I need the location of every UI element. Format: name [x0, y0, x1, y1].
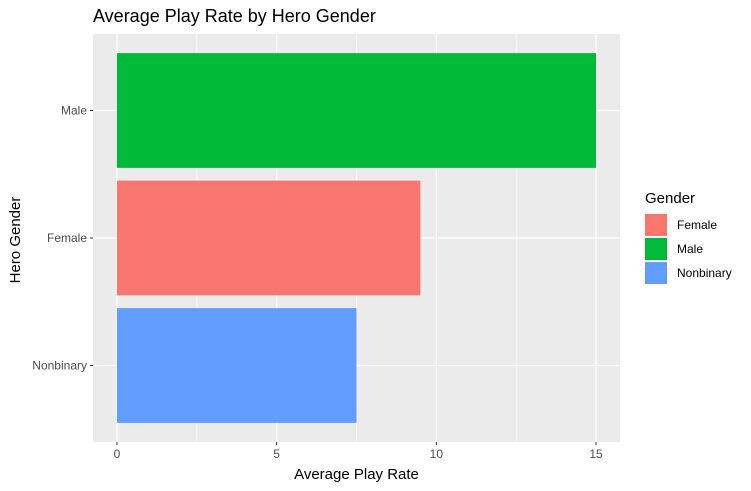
y-tick-label: Nonbinary — [32, 359, 87, 373]
x-axis-title: Average Play Rate — [294, 466, 419, 483]
legend-swatch-nonbinary — [645, 262, 667, 284]
legend-title: Gender — [645, 190, 695, 207]
legend-swatch-female — [645, 214, 667, 236]
y-tick-label: Female — [47, 231, 87, 245]
bar-female — [116, 180, 421, 296]
x-tick-label: 5 — [273, 447, 280, 461]
legend-label: Female — [677, 218, 717, 232]
chart-title: Average Play Rate by Hero Gender — [93, 6, 376, 26]
legend: Gender Female Male Nonbinary — [645, 190, 732, 284]
y-tick-label: Male — [61, 104, 87, 118]
x-tick-label: 10 — [430, 447, 444, 461]
y-axis: Male Female Nonbinary — [32, 104, 93, 373]
x-tick-label: 15 — [589, 447, 603, 461]
bar-nonbinary — [116, 308, 357, 423]
bars — [116, 53, 597, 423]
legend-label: Nonbinary — [677, 266, 732, 280]
legend-swatch-male — [645, 238, 667, 260]
x-axis: 0 5 10 15 — [114, 442, 603, 461]
y-axis-title: Hero Gender — [7, 197, 24, 284]
bar-male — [116, 53, 597, 168]
x-tick-label: 0 — [114, 447, 121, 461]
legend-label: Male — [677, 242, 703, 256]
